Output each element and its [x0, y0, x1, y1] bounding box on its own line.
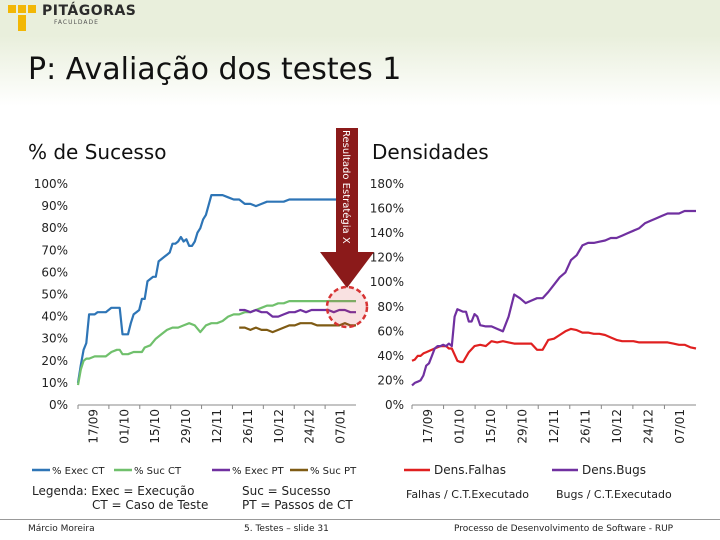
y-tick-label: 10% [41, 376, 68, 390]
legend-label: Dens.Falhas [434, 463, 506, 477]
footer-divider [0, 519, 720, 520]
series-line-1 [76, 194, 356, 384]
header-bar [0, 0, 720, 36]
x-tick-label: 29/10 [515, 409, 529, 444]
x-tick-label: 12/11 [547, 409, 561, 444]
x-tick-label: 01/10 [117, 409, 131, 444]
y-tick-label: 120% [370, 251, 404, 265]
x-tick-label: 17/09 [86, 409, 100, 444]
x-tick-label: 10/12 [610, 409, 624, 444]
x-tick-label: 15/10 [148, 409, 162, 444]
legend-label: % Exec CT [52, 466, 105, 477]
x-tick-label: 26/11 [579, 409, 593, 444]
x-tick-label: 01/10 [452, 409, 466, 444]
title-band [0, 36, 720, 106]
x-tick-label: 17/09 [421, 409, 435, 444]
x-tick-label: 07/01 [334, 409, 348, 444]
right-chart-title: Densidades [372, 140, 489, 164]
strategy-arrow-shaft [336, 128, 358, 252]
footer-slide-number: 5. Testes – slide 31 [244, 524, 329, 534]
y-tick-label: 20% [377, 373, 404, 387]
legend-note-4: PT = Passos de CT [242, 498, 353, 512]
x-tick-label: 07/01 [673, 409, 687, 444]
strategy-overlay [320, 128, 374, 329]
y-tick-label: 100% [370, 275, 404, 289]
slide-title: P: Avaliação dos testes 1 [28, 52, 402, 87]
logo-mark-icon [8, 5, 36, 31]
series-line-1 [411, 327, 697, 364]
x-tick-label: 26/11 [241, 409, 255, 444]
highlight-circle [325, 285, 369, 329]
footer-author: Márcio Moreira [28, 524, 95, 534]
legend-note-2: CT = Caso de Teste [92, 498, 209, 512]
x-tick-label: 29/10 [179, 409, 193, 444]
right-chart: 0% 20% 40% 60% 80% 100% 120% 140% 160% 180% 17/09 0… [370, 177, 697, 477]
logo-subtitle: FACULDADE [54, 19, 99, 26]
density-note-1: Falhas / C.T.Executado [406, 488, 530, 501]
legend-label: % Suc CT [134, 466, 182, 477]
legend-label: % Suc PT [310, 466, 357, 477]
y-tick-label: 80% [377, 300, 404, 314]
series-line-3 [239, 308, 356, 318]
series-line-2 [76, 300, 356, 386]
strategy-label-box: Resultado Estratégia X [337, 130, 351, 260]
legend-note-1: Legenda: Exec = Execução [32, 484, 195, 498]
y-tick-label: 30% [41, 332, 68, 346]
y-tick-label: 0% [385, 398, 404, 412]
logo-name: PITÁGORAS [42, 3, 137, 19]
y-tick-label: 60% [41, 265, 68, 279]
left-chart-title: % de Sucesso [28, 140, 167, 164]
y-tick-label: 40% [377, 349, 404, 363]
density-note-2: Bugs / C.T.Executado [556, 488, 672, 501]
x-tick-label: 12/11 [210, 409, 224, 444]
y-tick-label: 50% [41, 288, 68, 302]
y-tick-label: 80% [41, 221, 68, 235]
y-tick-label: 20% [41, 354, 68, 368]
x-tick-label: 24/12 [642, 409, 656, 444]
y-tick-label: 0% [49, 398, 68, 412]
y-tick-label: 180% [370, 177, 404, 191]
x-tick-label: 24/12 [303, 409, 317, 444]
legend-label: % Exec PT [232, 466, 284, 477]
strategy-label: Resultado Estratégia X [340, 130, 351, 244]
legend-note-3: Suc = Sucesso [242, 484, 331, 498]
y-tick-label: 140% [370, 226, 404, 240]
strategy-arrow-head [320, 252, 374, 288]
footer-course: Processo de Desenvolvimento de Software … [454, 524, 674, 534]
y-tick-label: 90% [41, 199, 68, 213]
y-tick-label: 70% [41, 243, 68, 257]
left-chart: 0% 10% 20% 30% 40% 50% 60% 70% 80% 90% 100% 17/09 01… [32, 177, 357, 477]
y-tick-label: 60% [377, 324, 404, 338]
x-tick-label: 15/10 [484, 409, 498, 444]
series-line-2 [411, 209, 696, 387]
y-tick-label: 40% [41, 310, 68, 324]
y-tick-label: 100% [34, 177, 68, 191]
y-tick-label: 160% [370, 202, 404, 216]
legend-label: Dens.Bugs [582, 463, 646, 477]
logo [6, 3, 206, 33]
x-tick-label: 10/12 [272, 409, 286, 444]
